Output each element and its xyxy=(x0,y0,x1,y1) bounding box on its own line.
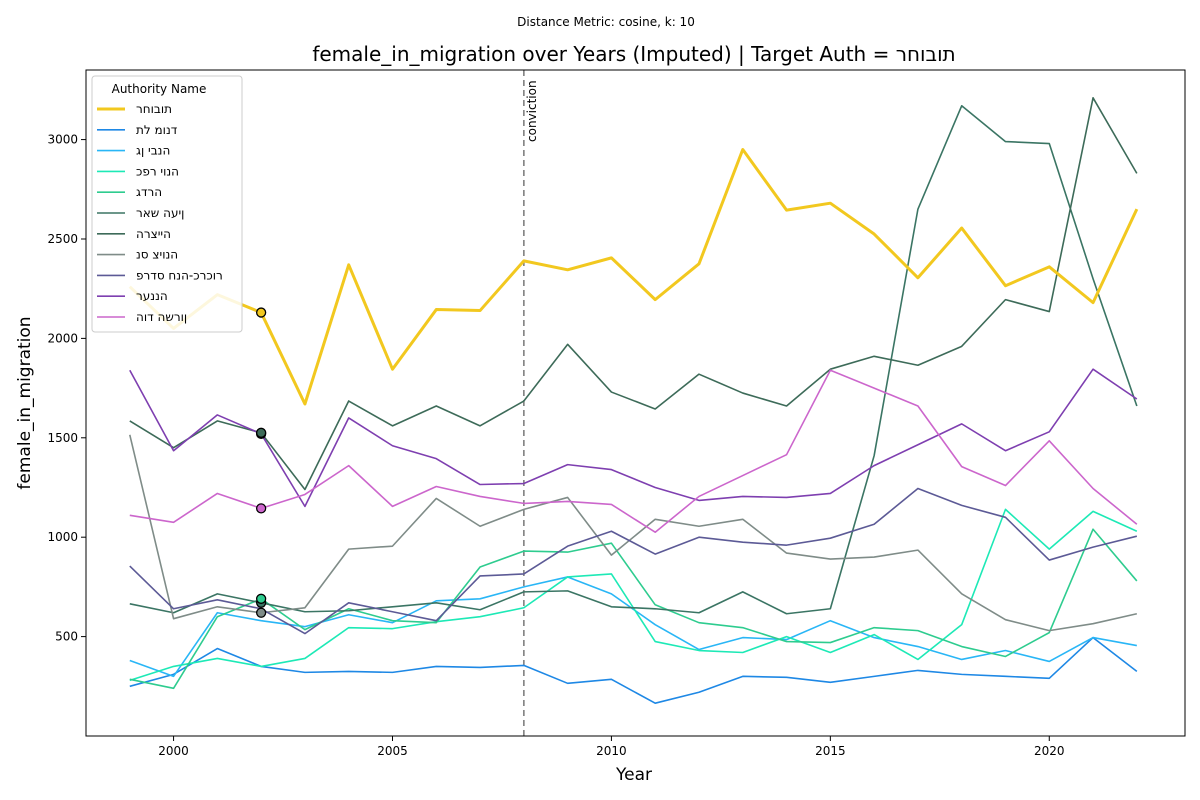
x-tick-label: 2000 xyxy=(158,744,189,758)
chart-title: female_in_migration over Years (Imputed)… xyxy=(312,42,955,66)
y-tick-label: 1500 xyxy=(47,431,78,445)
legend-label: הנבי ןג xyxy=(136,144,170,158)
series-line xyxy=(129,487,1138,635)
y-tick-label: 1000 xyxy=(47,530,78,544)
legend-label: רוכרכ-הנח סדרפ xyxy=(136,268,223,282)
highlight-point xyxy=(255,607,267,618)
legend-title: Authority Name xyxy=(112,82,207,96)
plot-frame xyxy=(85,69,1186,737)
series-line xyxy=(128,148,1139,406)
series-line xyxy=(129,369,1138,534)
legend-label: ןיעה שאר xyxy=(136,206,184,220)
legend-label: הנוי רפכ xyxy=(136,164,179,178)
y-tick-label: 2500 xyxy=(47,232,78,246)
x-tick-label: 2020 xyxy=(1034,744,1065,758)
series-line xyxy=(129,434,1138,632)
x-tick-label: 2015 xyxy=(815,744,846,758)
y-tick-label: 2000 xyxy=(47,331,78,345)
plot-area: conviction xyxy=(128,70,1139,736)
conviction-label: conviction xyxy=(525,80,539,142)
highlight-point xyxy=(255,307,267,318)
y-tick-label: 500 xyxy=(55,630,78,644)
y-axis-label: female_in_migration xyxy=(15,316,35,489)
legend-label: תובוחר xyxy=(136,102,172,116)
series-line xyxy=(129,104,1138,615)
legend: Authority Name תובוחר דנומ לת הנבי ןג הנוי ר… xyxy=(91,75,243,333)
legend-label: הנויצ סנ xyxy=(136,248,178,262)
x-tick-label: 2005 xyxy=(377,744,408,758)
series-line xyxy=(129,528,1138,690)
legend-label: דנומ לת xyxy=(136,123,178,137)
x-axis-label: Year xyxy=(615,765,652,785)
legend-label: הרדג xyxy=(136,185,162,199)
legend-label: ןורשה דוה xyxy=(136,310,187,324)
series-line xyxy=(129,368,1138,508)
legend-box xyxy=(91,75,243,333)
y-tick-label: 3000 xyxy=(47,133,78,147)
series-line xyxy=(129,97,1138,491)
highlight-point xyxy=(255,503,267,514)
legend-label: הייצרה xyxy=(136,227,171,241)
highlight-point xyxy=(255,593,267,604)
x-tick-label: 2010 xyxy=(596,744,627,758)
series-line xyxy=(129,576,1137,678)
highlight-point xyxy=(255,427,267,438)
chart-suptitle: Distance Metric: cosine, k: 10 xyxy=(517,15,695,29)
series-line xyxy=(129,636,1138,704)
legend-label: הננער xyxy=(136,289,168,303)
